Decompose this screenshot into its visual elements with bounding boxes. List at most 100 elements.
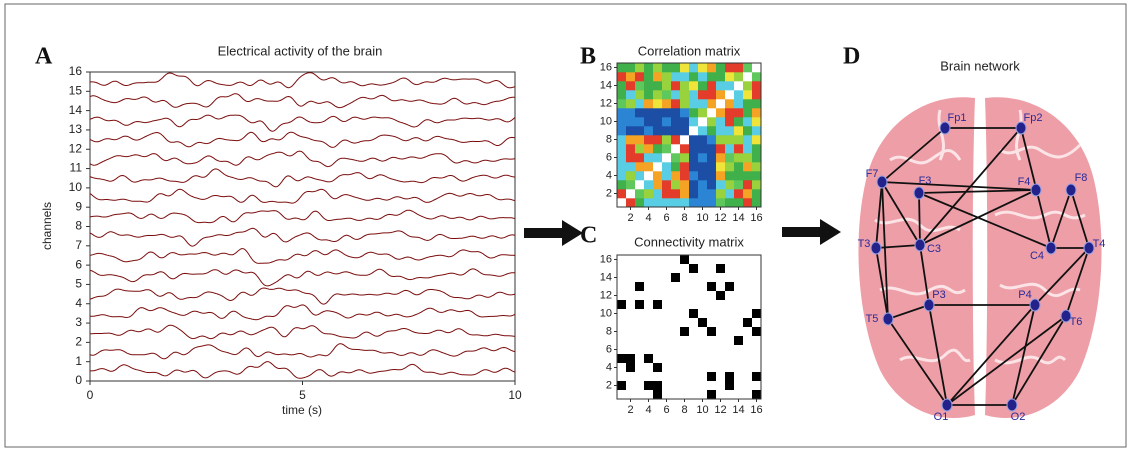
heatmap-cell: [626, 90, 636, 100]
heatmap-cell: [680, 153, 690, 163]
heatmap-cell: [734, 90, 744, 100]
heatmap-cell: [662, 153, 672, 163]
heatmap-cell: [635, 135, 645, 145]
heatmap-cell: [626, 180, 636, 190]
heatmap-cell: [698, 72, 708, 82]
axis-label: time (s): [282, 403, 322, 417]
y-tick-label: 15: [69, 83, 83, 97]
connectivity-cell: [617, 381, 626, 390]
heatmap-cell: [698, 117, 708, 127]
y-tick-label: 2: [75, 335, 82, 349]
eeg-trace: [89, 248, 516, 264]
heatmap-cell: [653, 81, 663, 91]
eeg-trace: [89, 304, 516, 321]
eeg-trace: [89, 114, 516, 132]
connectivity-cell: [707, 282, 716, 291]
heatmap-cell: [680, 72, 690, 82]
heatmap-cell: [734, 189, 744, 199]
arrow: [782, 219, 841, 245]
y-tick-label: 7: [75, 238, 82, 252]
y-tick-label: 2: [606, 187, 612, 199]
connectivity-cell: [689, 309, 698, 318]
heatmap-cell: [617, 144, 627, 154]
x-tick-label: 12: [714, 404, 726, 416]
heatmap-cell: [716, 99, 726, 109]
eeg-trace: [89, 268, 516, 287]
heatmap-cell: [698, 180, 708, 190]
heatmap-cell: [707, 108, 717, 118]
heatmap-cell: [671, 135, 681, 145]
heatmap-cell: [644, 180, 654, 190]
heatmap-cell: [662, 117, 672, 127]
plot-frame: [616, 254, 762, 400]
heatmap-cell: [743, 171, 753, 181]
heatmap-cell: [662, 108, 672, 118]
network-node: [941, 398, 953, 412]
heatmap-cell: [671, 198, 681, 208]
network-node: [923, 298, 935, 312]
heatmap-cell: [644, 81, 654, 91]
connectivity-cell: [617, 354, 626, 363]
heatmap-cell: [680, 162, 690, 172]
heatmap-cell: [626, 108, 636, 118]
connectivity-cell: [725, 372, 734, 381]
heatmap-cell: [635, 189, 645, 199]
connectivity-cell: [653, 381, 662, 390]
heatmap-cell: [725, 153, 735, 163]
heatmap-cell: [671, 117, 681, 127]
heatmap-cell: [725, 198, 735, 208]
heatmap-cell: [662, 189, 672, 199]
network-edge: [919, 244, 930, 306]
heatmap-cell: [716, 63, 726, 73]
heatmap-cell: [662, 72, 672, 82]
node-label: T4: [1093, 238, 1106, 250]
heatmap-cell: [716, 180, 726, 190]
heatmap-cell: [653, 189, 663, 199]
network-edge: [881, 181, 889, 320]
heatmap-cell: [752, 135, 762, 145]
heatmap-cell: [671, 99, 681, 109]
heatmap-cell: [671, 189, 681, 199]
heatmap-cell: [680, 189, 690, 199]
heatmap-cell: [635, 171, 645, 181]
heatmap-cell: [653, 99, 663, 109]
heatmap-cell: [626, 63, 636, 73]
network-edge: [881, 127, 946, 183]
heatmap-cell: [689, 126, 699, 136]
eeg-trace: [89, 131, 516, 148]
y-tick-label: 1: [75, 354, 82, 368]
node-label: F8: [1075, 172, 1088, 184]
heatmap-cell: [689, 81, 699, 91]
heatmap-cell: [680, 126, 690, 136]
heatmap-cell: [716, 117, 726, 127]
heatmap-cell: [635, 144, 645, 154]
heatmap-cell: [653, 171, 663, 181]
heatmap-cell: [626, 99, 636, 109]
node-label: F4: [1018, 176, 1031, 188]
y-tick-label: 5: [75, 277, 82, 291]
eeg-trace: [89, 287, 516, 305]
heatmap-cell: [617, 81, 627, 91]
heatmap-cell: [644, 198, 654, 208]
heatmap-cell: [626, 135, 636, 145]
eeg-trace: [89, 209, 516, 224]
node-label: F7: [866, 168, 879, 180]
x-tick-label: 0: [87, 388, 94, 402]
heatmap-cell: [680, 135, 690, 145]
network-edge: [875, 181, 883, 249]
node-label: C3: [927, 243, 941, 255]
heatmap-cell: [707, 153, 717, 163]
heatmap-cell: [725, 90, 735, 100]
connectivity-cell: [653, 363, 662, 372]
heatmap-cell: [662, 126, 672, 136]
heatmap-cell: [662, 90, 672, 100]
heatmap-cell: [725, 81, 735, 91]
heatmap-cell: [662, 198, 672, 208]
y-tick-label: 12: [600, 289, 612, 301]
heatmap-cell: [689, 180, 699, 190]
heatmap-cell: [626, 198, 636, 208]
heatmap-cell: [689, 153, 699, 163]
heatmap-cell: [698, 189, 708, 199]
heatmap-cell: [635, 90, 645, 100]
heatmap-cell: [716, 126, 726, 136]
